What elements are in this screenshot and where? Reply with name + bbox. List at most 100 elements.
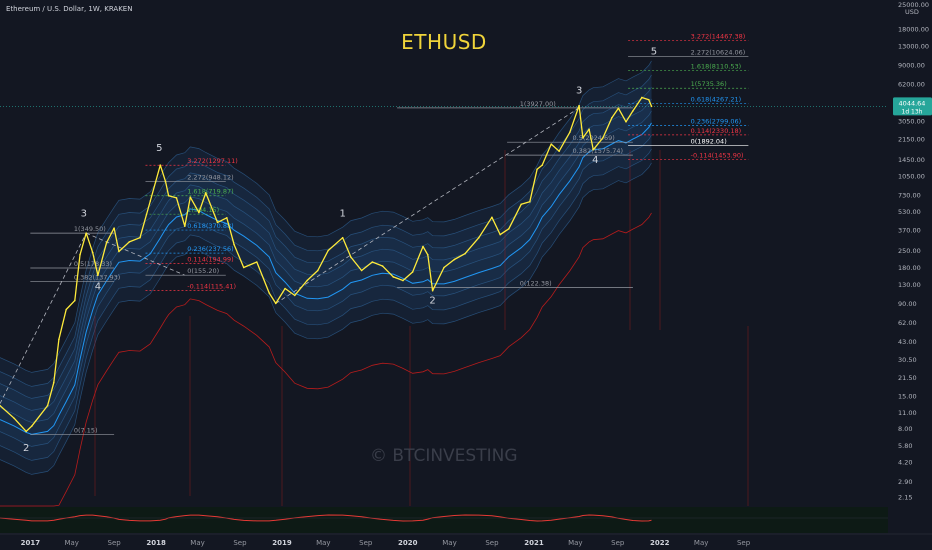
price-point — [550, 143, 553, 145]
band-fill — [0, 60, 652, 475]
price-tick-label: 2.15 — [898, 493, 912, 501]
price-point — [582, 137, 584, 139]
price-point — [647, 98, 650, 101]
price-point — [30, 425, 33, 428]
time-tick-label: Sep — [611, 539, 625, 547]
price-point — [46, 404, 49, 407]
price-point — [360, 269, 363, 272]
fib-level-label: 0.236(237.56) — [187, 245, 233, 253]
time-tick-label: 2017 — [21, 539, 41, 547]
fib-level-label: -0.114(115.41) — [187, 283, 236, 291]
wave-label: 3 — [81, 209, 87, 220]
price-point — [431, 289, 434, 292]
time-axis[interactable]: 2017 May Sep 2018 May Sep 2019 May Sep 2020 May Sep… — [0, 533, 932, 550]
band-line — [0, 60, 652, 373]
price-tick-label: 15.00 — [898, 393, 917, 401]
volatility-bands — [0, 60, 652, 475]
price-tick-label: 90.00 — [898, 300, 917, 308]
fib-level-label: 2.272(948.12) — [187, 173, 233, 181]
time-tick-label: 2020 — [398, 539, 418, 547]
price-point — [588, 128, 590, 131]
wave-label: 4 — [95, 281, 101, 292]
price-point — [350, 256, 352, 258]
time-tick-label: Sep — [359, 539, 373, 547]
price-point — [569, 131, 571, 134]
band-fill — [0, 74, 652, 461]
price-point — [167, 194, 170, 197]
fib-level-label: 2.272(10624.06) — [691, 48, 746, 56]
fib-level-label: 1(3927.00) — [520, 100, 556, 108]
fib-level-label: 0.5(178.33) — [74, 260, 112, 268]
price-tick-label: 62.00 — [898, 319, 917, 327]
price-point — [317, 269, 319, 272]
price-point — [118, 250, 120, 253]
price-tick-label: 530.00 — [898, 208, 921, 216]
price-point — [541, 164, 544, 166]
price-tick-label: 250.00 — [898, 247, 921, 255]
fib-level-label: 3.272(14467.38) — [691, 32, 746, 40]
band-fill — [0, 86, 652, 447]
price-point — [602, 137, 604, 139]
price-point — [402, 279, 404, 282]
price-point — [139, 236, 141, 239]
price-tag-value: 4044.64 — [899, 99, 926, 107]
price-point — [625, 121, 627, 123]
price-tick-label: 13000.00 — [898, 42, 929, 50]
symbol-header: Ethereum / U.S. Dollar, 1W, KRAKEN — [6, 5, 133, 13]
price-point — [105, 242, 108, 244]
fib-level-label: 1(5735.36) — [691, 80, 727, 88]
mid-band-line — [0, 122, 652, 435]
fib-level-label: 0.382(137.93) — [74, 273, 120, 281]
price-tick-label: 2150.00 — [898, 136, 925, 144]
wave-label: 2 — [429, 295, 435, 306]
price-axis-top-label: 25000.00 — [898, 1, 929, 9]
price-point — [293, 294, 296, 297]
price-point — [306, 279, 308, 282]
price-tick-label: 18000.00 — [898, 26, 929, 34]
price-point — [508, 228, 510, 230]
band-line — [0, 86, 652, 399]
price-tick-label: 11.00 — [898, 409, 917, 417]
price-tick-label: 2.90 — [898, 478, 912, 486]
price-point — [79, 254, 81, 256]
fib-level-label: 0.114(194.99) — [187, 255, 233, 263]
time-tick-label: Sep — [233, 539, 247, 547]
time-tick-label: May — [316, 539, 330, 547]
fib-level-label: 0(155.20) — [187, 267, 219, 275]
price-point — [422, 245, 424, 248]
price-point — [204, 192, 207, 194]
price-point — [592, 148, 595, 151]
fib-level-label: 0(7.15) — [74, 427, 98, 435]
fib-level-label: 0.618(370.88) — [187, 222, 233, 230]
fib-level-label: 1(349.50) — [74, 225, 106, 233]
price-point — [189, 196, 192, 198]
price-tick-label: 9000.00 — [898, 61, 925, 69]
band-line — [0, 162, 652, 475]
price-point — [216, 221, 219, 224]
fib-level-label: 0.5(2024.69) — [573, 134, 615, 142]
band-line — [0, 98, 652, 411]
price-point — [25, 430, 27, 433]
price-point — [443, 266, 445, 269]
time-tick-label: Sep — [737, 539, 751, 547]
band-fill — [0, 98, 652, 423]
price-point — [341, 236, 344, 239]
price-tick-label: 180.00 — [898, 264, 921, 272]
price-point — [411, 271, 414, 273]
oscillator-background — [0, 507, 888, 533]
price-point — [617, 107, 620, 110]
price-point — [529, 201, 531, 203]
fibonacci-levels: 1(349.50) 0.5(178.33) 0.382(137.93) 0(7.15)… — [30, 32, 749, 435]
price-point — [175, 197, 178, 199]
price-point — [284, 287, 286, 290]
band-line — [0, 148, 652, 461]
wave-label: 3 — [576, 85, 582, 96]
time-tick-label: 2021 — [524, 539, 544, 547]
price-tick-label: 4.20 — [898, 459, 912, 467]
fib-level-label: -0.114(1453.90) — [691, 151, 744, 159]
price-tick-label: 21.50 — [898, 374, 917, 382]
price-point — [52, 381, 55, 384]
time-tick-label: 2019 — [272, 539, 292, 547]
